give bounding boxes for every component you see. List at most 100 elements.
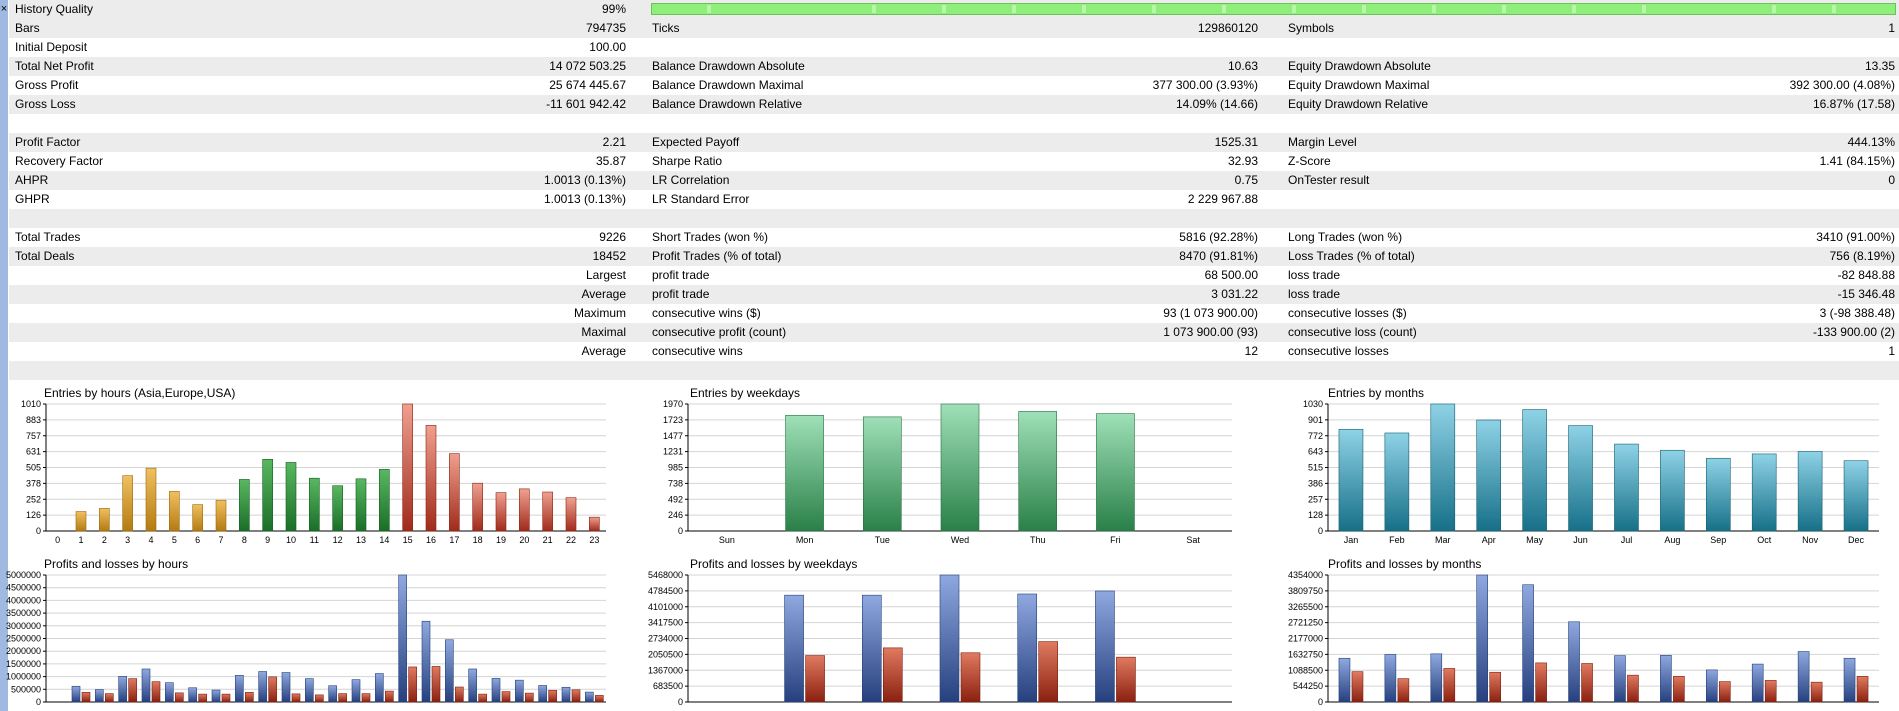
- x-tick-label: Apr: [1482, 535, 1496, 545]
- x-tick-label: 12: [333, 535, 343, 545]
- metric-label-1: Bars: [15, 21, 40, 35]
- metric-label-2: Short Trades (won %): [652, 230, 769, 244]
- metric-label-3: loss trade: [1288, 287, 1341, 301]
- y-tick-label: 1367000: [648, 665, 683, 675]
- profit-bar: [784, 594, 804, 703]
- loss-bar: [385, 690, 394, 703]
- left-edge-bar: [0, 0, 8, 711]
- profit-bar: [1017, 593, 1038, 703]
- x-tick-label: Jul: [1621, 535, 1633, 545]
- x-tick-label: 22: [566, 535, 576, 545]
- bar: [1751, 453, 1777, 532]
- bar: [402, 403, 413, 532]
- bar: [122, 475, 133, 532]
- y-tick-label: 2721250: [1288, 618, 1323, 628]
- report-row: Maximal consecutive profit (count) 1 073 9…: [9, 323, 1899, 342]
- metric-value-2: 8470 (91.81%): [1179, 249, 1258, 263]
- profit-bar: [1095, 590, 1115, 703]
- y-tick-label: 1000000: [6, 672, 41, 682]
- loss-bar: [1627, 674, 1639, 703]
- metric-label-2: consecutive profit (count): [652, 325, 787, 339]
- bar: [1338, 428, 1364, 532]
- y-tick-label: 2000000: [6, 646, 41, 656]
- metric-value-1: Average: [581, 287, 626, 301]
- loss-bar: [1810, 681, 1823, 703]
- x-tick-label: 17: [449, 535, 459, 545]
- bar: [1018, 411, 1058, 532]
- loss-bar: [548, 690, 557, 703]
- metric-label-1: Total Trades: [15, 230, 81, 244]
- metric-value-2: 377 300.00 (3.93%): [1152, 78, 1258, 92]
- profit-bar: [939, 574, 960, 703]
- chart-title: Profits and losses by hours: [44, 557, 188, 571]
- metric-value-2: 10.63: [1227, 59, 1258, 73]
- metric-label-3: Margin Level: [1288, 135, 1357, 149]
- bar: [75, 511, 87, 532]
- bar: [262, 459, 273, 532]
- report-row: Gross Loss -11 601 942.42 Balance Drawdown…: [9, 95, 1899, 114]
- y-tick-label: 4354000: [1288, 570, 1323, 580]
- profit-bar: [351, 679, 361, 703]
- metric-label-2: consecutive wins: [652, 344, 743, 358]
- y-tick-label: 0: [678, 526, 683, 536]
- metric-label-3: Loss Trades (% of total): [1288, 249, 1415, 263]
- metric-value-2: 2 229 967.88: [1187, 192, 1258, 206]
- metric-value-2: 1 073 900.00 (93): [1163, 325, 1258, 339]
- metric-value-2: 68 500.00: [1204, 268, 1258, 282]
- x-tick-label: 1: [78, 535, 83, 545]
- metric-value-1: 2.21: [602, 135, 626, 149]
- bar: [785, 414, 824, 532]
- bar: [145, 467, 157, 532]
- profit-bar: [1705, 669, 1718, 703]
- bar: [1568, 425, 1593, 532]
- metric-value-2: 129860120: [1197, 21, 1258, 35]
- profit-bar: [71, 685, 81, 703]
- y-tick-label: 246: [668, 510, 683, 520]
- metric-label-3: loss trade: [1288, 268, 1341, 282]
- bar: [215, 499, 227, 532]
- y-tick-label: 4500000: [6, 583, 41, 593]
- loss-bar: [1764, 680, 1777, 703]
- chart-title: Profits and losses by months: [1328, 557, 1481, 571]
- bar: [309, 477, 320, 532]
- metric-value-3: 756 (8.19%): [1829, 249, 1895, 263]
- x-tick-label: Jun: [1573, 535, 1588, 545]
- metric-value-1: 9226: [599, 230, 626, 244]
- y-tick-label: 631: [26, 447, 41, 457]
- chart-profits-losses-by-months: Profits and losses by months 0 544250 10885…: [1274, 556, 1889, 711]
- loss-bar: [81, 692, 91, 703]
- metric-label-2: Balance Drawdown Maximal: [652, 78, 804, 92]
- loss-bar: [595, 695, 604, 703]
- x-tick-label: Feb: [1389, 535, 1405, 545]
- x-tick-label: Wed: [951, 535, 969, 545]
- y-tick-label: 1088500: [1288, 665, 1323, 675]
- profit-bar: [861, 594, 882, 703]
- x-tick-label: 14: [379, 535, 389, 545]
- y-tick-label: 985: [668, 463, 683, 473]
- profit-bar: [538, 685, 547, 703]
- loss-bar: [1443, 668, 1456, 703]
- metric-value-2: 14.09% (14.66): [1175, 97, 1258, 111]
- loss-bar: [361, 693, 371, 703]
- x-tick-label: Dec: [1848, 535, 1865, 545]
- loss-bar: [1397, 678, 1410, 703]
- metric-value-2: 93 (1 073 900.00): [1163, 306, 1258, 320]
- profit-bar: [421, 620, 431, 703]
- report-row: Total Trades 9226 Short Trades (won %) 5816…: [9, 228, 1899, 247]
- bar: [1797, 451, 1823, 532]
- metric-value-1: Largest: [585, 268, 626, 282]
- close-icon[interactable]: ×: [0, 3, 8, 15]
- y-tick-label: 1970: [663, 399, 683, 409]
- y-tick-label: 378: [26, 478, 41, 488]
- metric-label-2: Balance Drawdown Relative: [652, 97, 803, 111]
- bar: [940, 403, 980, 532]
- metric-label-1: Recovery Factor: [15, 154, 104, 168]
- metric-value-3: 1: [1888, 21, 1895, 35]
- bar: [425, 425, 437, 532]
- metric-value-3: 3410 (91.00%): [1816, 230, 1895, 244]
- metric-value-2: 5816 (92.28%): [1179, 230, 1258, 244]
- x-tick-label: 0: [55, 535, 60, 545]
- bar: [542, 491, 553, 532]
- metric-label-2: LR Correlation: [652, 173, 730, 187]
- y-tick-label: 2177000: [1288, 634, 1323, 644]
